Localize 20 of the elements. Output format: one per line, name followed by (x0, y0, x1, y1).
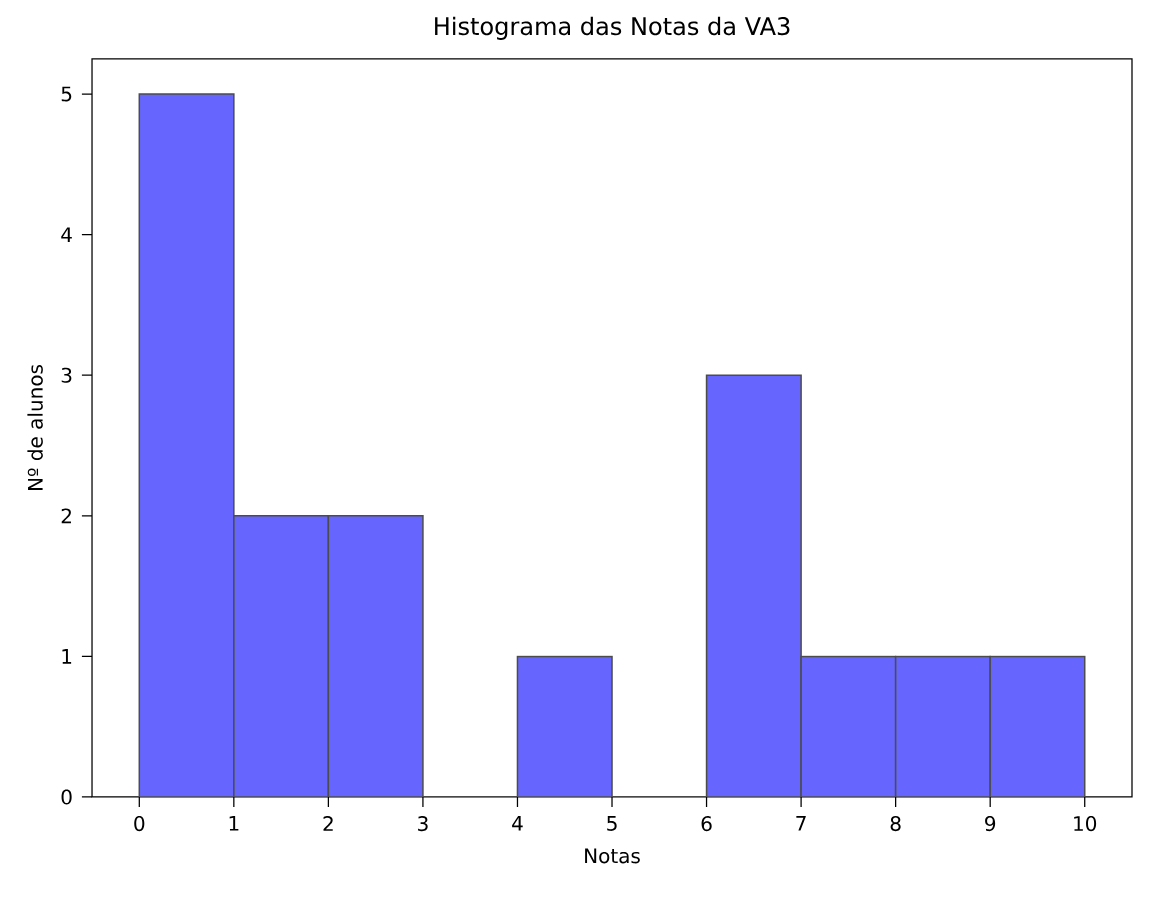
x-tick-label: 8 (890, 816, 901, 832)
chart-title: Histograma das Notas da VA3 (435, 16, 790, 40)
y-tick-label: 3 (61, 367, 72, 383)
x-tick-label: 5 (607, 816, 617, 831)
y-tick-label: 2 (61, 508, 71, 524)
x-tick-label: 9 (985, 816, 996, 832)
y-axis-title: Nº de alunos (27, 365, 43, 490)
x-tick-label: 10 (1074, 816, 1097, 832)
x-tick-label: 4 (512, 816, 523, 831)
x-tick-label: 3 (418, 816, 428, 832)
x-tick-label: 1 (229, 816, 239, 831)
x-tick-label: 0 (134, 816, 145, 832)
y-tick-label: 1 (62, 649, 72, 664)
y-tick-label: 4 (61, 227, 72, 242)
x-axis-title: Notas (585, 848, 640, 864)
y-tick-label: 5 (61, 86, 72, 102)
x-tick-label: 6 (701, 816, 712, 832)
x-tick-label: 7 (796, 816, 806, 831)
y-tick-label: 0 (61, 789, 72, 805)
x-tick-label: 2 (323, 816, 333, 831)
